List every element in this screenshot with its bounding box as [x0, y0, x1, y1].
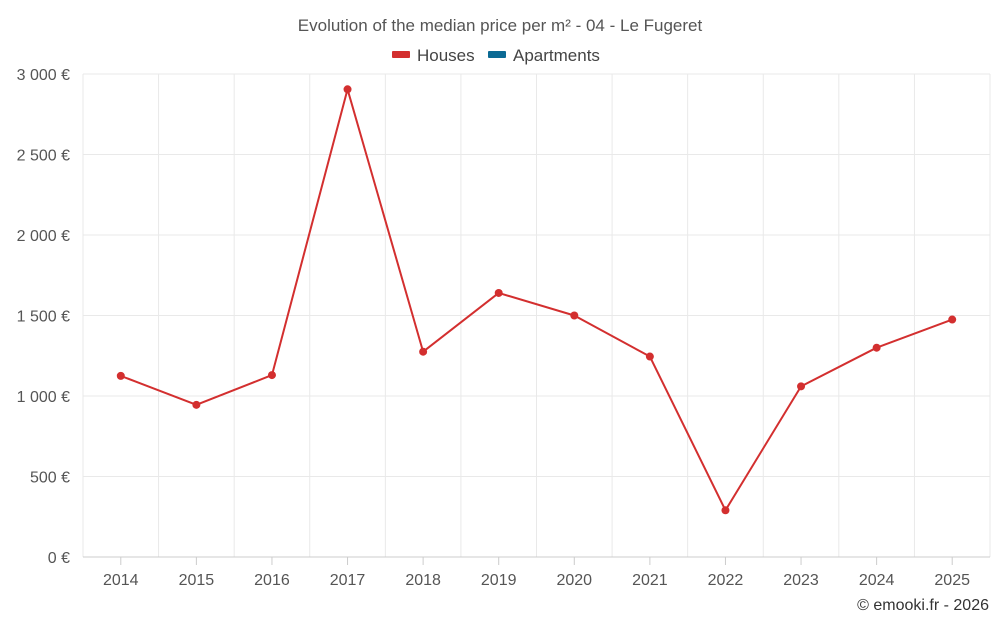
data-point-houses-2021[interactable]	[645, 352, 654, 361]
data-point-houses-2019[interactable]	[494, 288, 503, 297]
series-line-houses	[120, 88, 953, 512]
data-point-houses-2017[interactable]	[343, 85, 352, 94]
x-tick-label: 2024	[859, 572, 895, 589]
legend-swatch-houses	[392, 51, 410, 58]
x-tick-label: 2025	[934, 572, 970, 589]
copyright-credit: © emooki.fr - 2026	[857, 597, 989, 614]
data-point-houses-2022[interactable]	[721, 506, 730, 515]
data-point-houses-2025[interactable]	[948, 315, 957, 324]
y-tick-label: 500 €	[30, 470, 70, 487]
data-point-houses-2023[interactable]	[797, 382, 806, 391]
axes	[83, 556, 990, 565]
series-houses	[116, 85, 957, 515]
legend-label-houses: Houses	[417, 46, 475, 65]
data-point-houses-2020[interactable]	[570, 311, 579, 320]
y-tick-label: 1 500 €	[17, 309, 70, 326]
legend-label-apartments: Apartments	[513, 46, 600, 65]
x-tick-label: 2014	[103, 572, 139, 589]
y-tick-label: 1 000 €	[17, 389, 70, 406]
x-tick-label: 2022	[708, 572, 744, 589]
data-point-houses-2016[interactable]	[267, 371, 276, 380]
x-tick-label: 2023	[783, 572, 819, 589]
x-tick-label: 2020	[556, 572, 592, 589]
y-tick-label: 2 000 €	[17, 228, 70, 245]
x-tick-label: 2016	[254, 572, 290, 589]
y-tick-label: 3 000 €	[17, 67, 70, 84]
data-point-houses-2018[interactable]	[419, 347, 428, 356]
data-point-houses-2024[interactable]	[872, 343, 881, 352]
data-point-houses-2014[interactable]	[116, 371, 125, 380]
y-tick-label: 2 500 €	[17, 148, 70, 165]
legend-item-apartments[interactable]: Apartments	[488, 46, 600, 65]
data-point-houses-2015[interactable]	[192, 400, 201, 409]
legend-item-houses[interactable]: Houses	[392, 46, 475, 65]
gridlines	[82, 73, 991, 557]
x-tick-label: 2021	[632, 572, 668, 589]
x-tick-label: 2019	[481, 572, 517, 589]
chart-title: Evolution of the median price per m² - 0…	[298, 16, 703, 35]
y-tick-label: 0 €	[48, 550, 70, 567]
x-tick-label: 2018	[405, 572, 441, 589]
x-tick-label: 2017	[330, 572, 366, 589]
y-axis-tick-labels: 0 € 500 € 1 000 € 1 500 € 2 000 € 2 500 € 3 00…	[17, 67, 70, 567]
legend: Houses Apartments	[392, 46, 600, 65]
legend-swatch-apartments	[488, 51, 506, 58]
x-tick-label: 2015	[179, 572, 215, 589]
x-axis-tick-labels: 2014 2015 2016 2017 2018 2019 2020 2021 2022 2023…	[103, 572, 970, 589]
